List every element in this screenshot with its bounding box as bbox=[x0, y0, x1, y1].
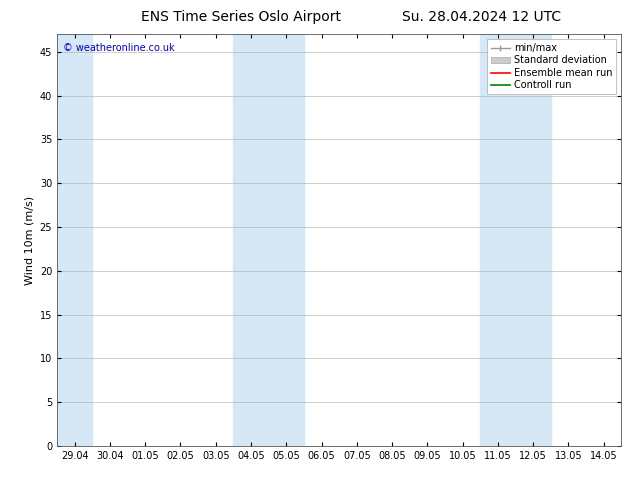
Legend: min/max, Standard deviation, Ensemble mean run, Controll run: min/max, Standard deviation, Ensemble me… bbox=[487, 39, 616, 94]
Bar bbox=[57, 34, 93, 446]
Bar bbox=[233, 34, 304, 446]
Text: © weatheronline.co.uk: © weatheronline.co.uk bbox=[63, 43, 174, 52]
Bar bbox=[481, 34, 551, 446]
Text: ENS Time Series Oslo Airport: ENS Time Series Oslo Airport bbox=[141, 10, 341, 24]
Y-axis label: Wind 10m (m/s): Wind 10m (m/s) bbox=[24, 196, 34, 285]
Text: Su. 28.04.2024 12 UTC: Su. 28.04.2024 12 UTC bbox=[403, 10, 561, 24]
